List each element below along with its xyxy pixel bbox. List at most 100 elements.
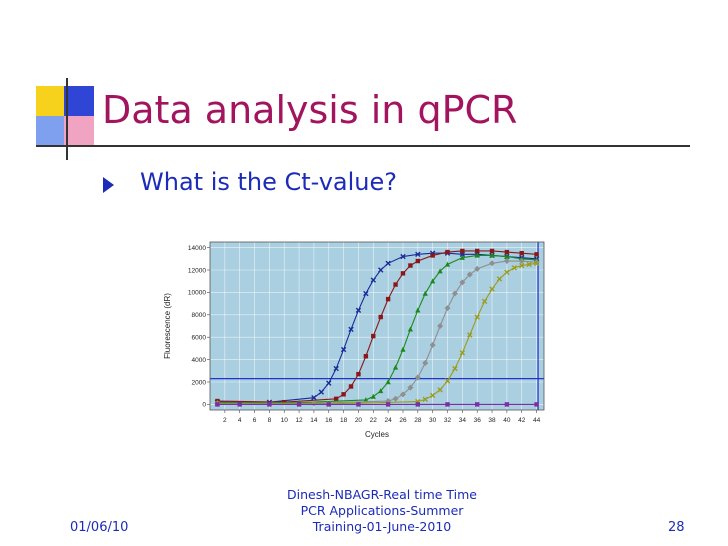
data-point bbox=[459, 350, 466, 356]
data-point bbox=[489, 286, 495, 292]
data-point bbox=[400, 253, 406, 260]
data-point bbox=[444, 261, 451, 267]
data-point bbox=[407, 384, 414, 391]
decor-square-blue bbox=[64, 86, 94, 116]
data-point bbox=[504, 402, 510, 407]
data-point bbox=[326, 402, 331, 407]
plot-frame bbox=[209, 241, 545, 411]
data-point bbox=[475, 402, 480, 407]
data-point bbox=[415, 258, 421, 264]
data-point bbox=[356, 371, 361, 377]
data-point bbox=[318, 389, 325, 395]
data-point bbox=[452, 365, 458, 372]
data-point bbox=[504, 269, 510, 275]
data-point bbox=[363, 290, 369, 297]
x-tick-label: 22 bbox=[370, 417, 378, 424]
x-tick-label: 16 bbox=[325, 417, 333, 424]
data-point bbox=[378, 267, 384, 273]
series-6 bbox=[215, 402, 539, 407]
data-point bbox=[393, 282, 398, 287]
y-axis-ticks: 0 2000 4000 6000 8000 10000 12000 14000 bbox=[188, 245, 210, 409]
slide-title: Data analysis in qPCR bbox=[102, 88, 518, 132]
data-point bbox=[451, 290, 458, 297]
data-point bbox=[267, 402, 272, 407]
data-point bbox=[355, 307, 362, 314]
y-tick-label: 2000 bbox=[192, 379, 207, 386]
data-point bbox=[415, 402, 421, 407]
data-point bbox=[496, 276, 503, 282]
data-point bbox=[459, 254, 465, 260]
data-point bbox=[333, 365, 339, 372]
data-point bbox=[348, 384, 354, 389]
x-tick-label: 12 bbox=[295, 417, 303, 424]
data-point bbox=[400, 271, 406, 276]
data-point bbox=[533, 259, 540, 266]
data-point bbox=[378, 388, 384, 394]
data-point bbox=[429, 392, 436, 399]
data-point bbox=[444, 305, 451, 312]
data-point bbox=[215, 402, 220, 407]
data-point bbox=[348, 326, 354, 333]
data-point bbox=[422, 290, 428, 296]
data-point bbox=[437, 323, 444, 329]
y-tick-label: 10000 bbox=[188, 290, 206, 297]
y-axis-label: Fluorescence (dR) bbox=[163, 293, 172, 359]
data-point bbox=[474, 314, 480, 320]
data-point bbox=[445, 402, 450, 407]
data-point bbox=[363, 397, 369, 403]
data-point bbox=[474, 252, 480, 258]
data-point bbox=[385, 379, 391, 385]
x-tick-label: 44 bbox=[533, 417, 541, 424]
data-point bbox=[534, 252, 539, 257]
data-point bbox=[430, 253, 435, 258]
data-point bbox=[340, 346, 347, 353]
x-tick-label: 38 bbox=[488, 417, 496, 424]
data-point bbox=[371, 333, 376, 339]
series-2 bbox=[215, 248, 539, 405]
data-point bbox=[408, 263, 413, 268]
data-point bbox=[430, 278, 436, 284]
chart-series bbox=[210, 242, 544, 410]
x-tick-label: 34 bbox=[459, 417, 467, 424]
data-point bbox=[518, 258, 525, 265]
data-point bbox=[504, 253, 510, 259]
x-tick-label: 10 bbox=[281, 417, 289, 424]
y-tick-label: 14000 bbox=[188, 245, 206, 252]
y-tick-label: 4000 bbox=[192, 357, 207, 364]
data-point bbox=[460, 248, 465, 254]
footer-presenter-info: Dinesh-NBAGR-Real time Time PCR Applicat… bbox=[286, 487, 477, 534]
y-tick-label: 12000 bbox=[188, 267, 206, 274]
data-point bbox=[489, 260, 496, 267]
decor-vertical-rule bbox=[66, 78, 68, 160]
data-point bbox=[489, 248, 495, 254]
x-axis-ticks: 2 4 6 8 10 12 14 16 18 20 22 24 26 28 30 32 34 36 38 40 42 44 bbox=[223, 410, 541, 424]
x-tick-label: 20 bbox=[355, 417, 363, 424]
data-point bbox=[400, 346, 406, 352]
data-point bbox=[407, 326, 413, 332]
amplification-chart: 2 4 6 8 10 12 14 16 18 20 22 24 26 28 30 32 34 36 38 40 42 44… bbox=[163, 241, 545, 439]
data-point bbox=[311, 394, 317, 401]
x-tick-label: 32 bbox=[444, 417, 452, 424]
x-tick-label: 6 bbox=[253, 417, 257, 424]
data-point bbox=[282, 399, 287, 405]
x-tick-label: 42 bbox=[518, 417, 526, 424]
data-point bbox=[437, 268, 443, 274]
data-point bbox=[370, 393, 376, 399]
y-tick-label: 6000 bbox=[192, 335, 207, 342]
data-point bbox=[415, 307, 421, 313]
plot-grid bbox=[210, 242, 544, 410]
data-point bbox=[534, 402, 539, 407]
data-point bbox=[378, 314, 383, 320]
decor-square-light-blue bbox=[36, 116, 66, 146]
data-point bbox=[437, 387, 443, 393]
data-point bbox=[326, 380, 332, 386]
x-tick-label: 24 bbox=[385, 417, 393, 424]
x-tick-label: 40 bbox=[503, 417, 511, 424]
x-tick-label: 36 bbox=[474, 417, 482, 424]
x-tick-label: 30 bbox=[429, 417, 437, 424]
decor-square-yellow bbox=[36, 86, 66, 116]
data-point bbox=[356, 402, 361, 407]
data-point bbox=[385, 296, 391, 302]
bullet-item: What is the Ct-value? bbox=[140, 168, 397, 196]
decor-square-pink bbox=[64, 116, 94, 146]
